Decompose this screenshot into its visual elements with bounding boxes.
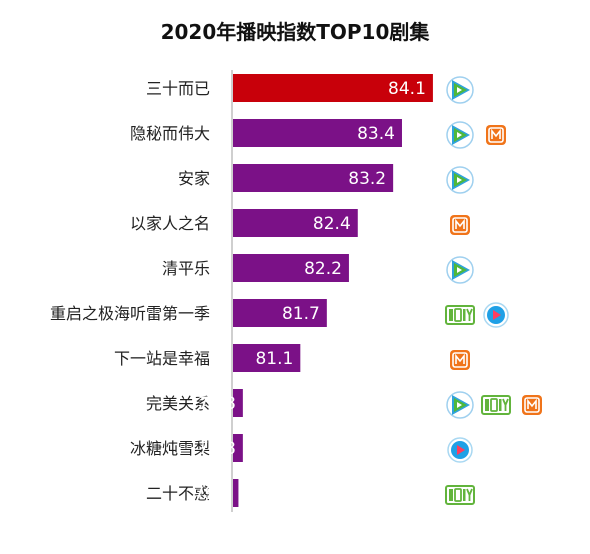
chart-row: 安家 83.2	[178, 164, 474, 194]
value-label: 79.8	[198, 439, 236, 459]
tencent-video-icon	[446, 76, 474, 104]
category-label: 安家	[178, 169, 210, 188]
value-label: 79.7	[194, 484, 232, 504]
chart-row: 下一站是幸福 81.1	[114, 344, 470, 372]
bar	[233, 434, 243, 462]
value-label: 83.4	[357, 124, 395, 144]
category-label: 完美关系	[146, 394, 210, 413]
bar	[233, 344, 301, 372]
category-label: 清平乐	[162, 259, 210, 278]
category-label: 以家人之名	[130, 214, 210, 233]
category-label: 冰糖炖雪梨	[130, 439, 210, 458]
bar	[233, 164, 394, 192]
mgtv-icon	[486, 125, 506, 145]
iqiyi-icon	[445, 305, 475, 325]
youku-icon	[483, 302, 509, 328]
category-label: 重启之极海听雷第一季	[50, 304, 210, 323]
youku-icon	[447, 437, 473, 463]
value-label: 82.4	[313, 214, 351, 234]
chart-row: 清平乐 82.2	[162, 254, 474, 284]
tencent-video-icon	[446, 256, 474, 284]
bar	[233, 254, 349, 282]
value-label: 79.8	[198, 394, 236, 414]
tencent-video-icon	[446, 166, 474, 194]
chart-row: 三十而已 84.1	[146, 74, 474, 104]
category-label: 隐秘而伟大	[130, 124, 210, 143]
mgtv-icon	[522, 395, 542, 415]
value-label: 81.1	[255, 349, 293, 369]
value-label: 81.7	[282, 304, 320, 324]
mgtv-icon	[450, 350, 470, 370]
category-label: 三十而已	[146, 79, 210, 98]
bar	[233, 209, 358, 237]
chart-title: 2020年播映指数TOP10剧集	[160, 20, 430, 44]
category-label: 下一站是幸福	[114, 349, 210, 368]
value-label: 83.2	[348, 169, 386, 189]
category-label: 二十不惑	[146, 484, 210, 503]
chart-row: 以家人之名 82.4	[130, 209, 470, 237]
iqiyi-icon	[445, 485, 475, 505]
bar	[233, 74, 433, 102]
chart-row: 重启之极海听雷第一季 81.7	[50, 299, 509, 328]
bar	[233, 389, 243, 417]
tencent-video-icon	[446, 391, 474, 419]
iqiyi-icon	[481, 395, 511, 415]
value-label: 82.2	[304, 259, 342, 279]
bar	[233, 299, 327, 327]
mgtv-icon	[450, 215, 470, 235]
chart-row: 隐秘而伟大 83.4	[130, 119, 506, 149]
bar	[233, 479, 239, 507]
value-label: 84.1	[388, 79, 426, 99]
bar	[233, 119, 402, 147]
tencent-video-icon	[446, 121, 474, 149]
